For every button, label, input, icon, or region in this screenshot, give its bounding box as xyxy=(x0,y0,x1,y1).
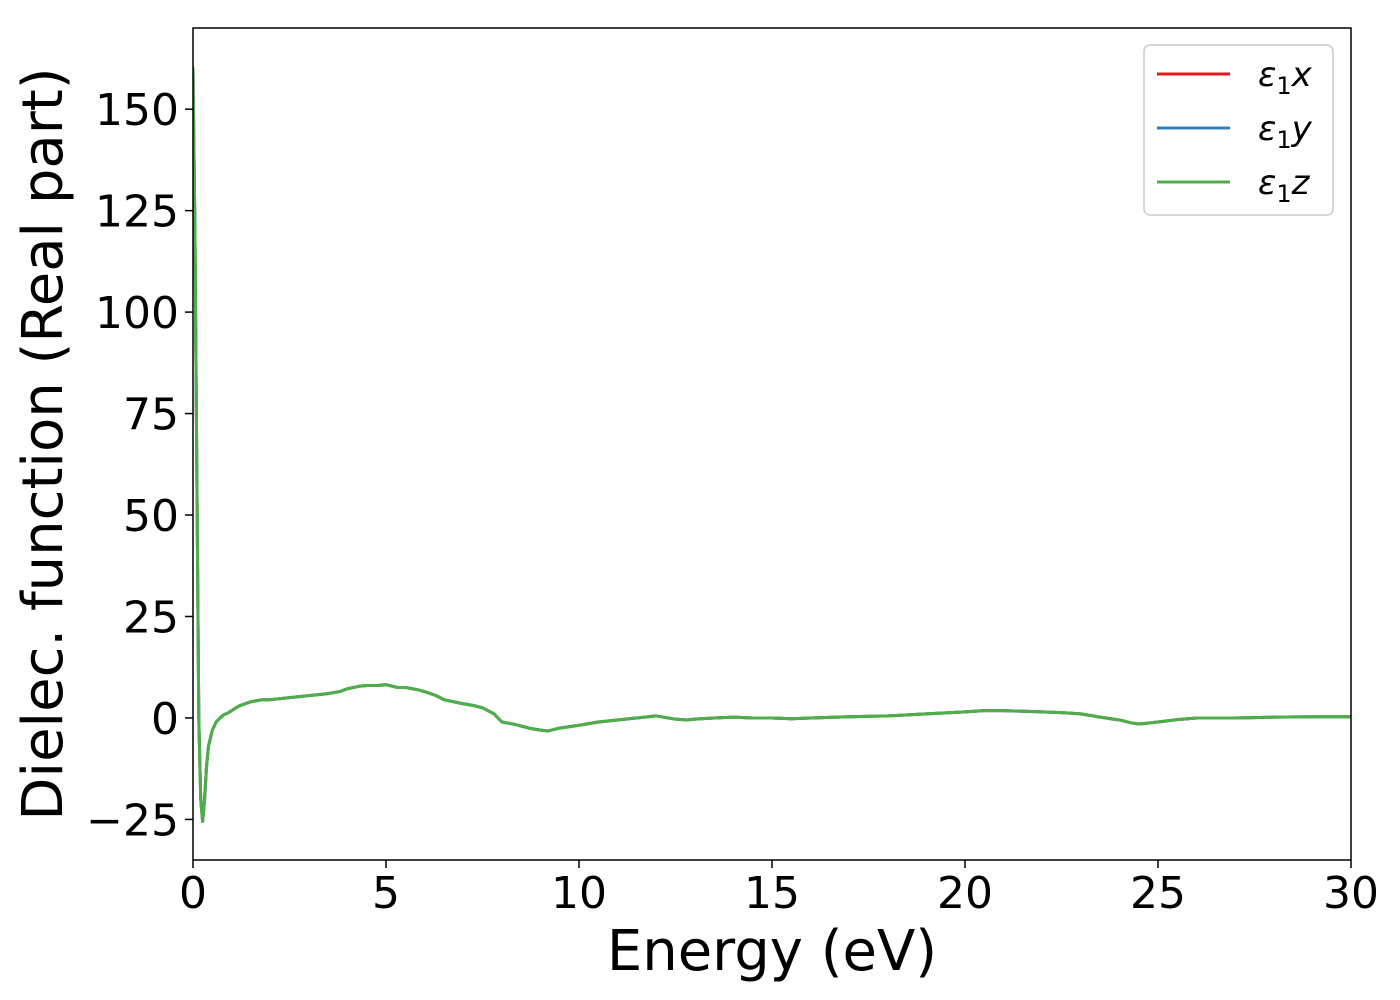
legend-label-symbol: ε xyxy=(1258,109,1276,149)
series-group xyxy=(193,67,1351,823)
x-axis-label: Energy (eV) xyxy=(607,919,937,984)
y-tick-label: 75 xyxy=(123,390,179,441)
legend-label-ε1z: ε1z xyxy=(1258,163,1311,208)
y-tick-label: 150 xyxy=(95,85,179,136)
y-tick-label: 100 xyxy=(95,288,179,339)
y-tick-label: −25 xyxy=(86,795,179,846)
legend-label-ε1y: ε1y xyxy=(1258,109,1313,154)
x-tick-label: 0 xyxy=(179,868,207,919)
x-tick-label: 5 xyxy=(372,868,400,919)
x-tick-label: 25 xyxy=(1130,868,1186,919)
legend-label-subscript: 1 xyxy=(1276,126,1291,154)
y-axis: −25 0 25 50 75 100 125 150 xyxy=(86,85,193,846)
y-tick-label: 125 xyxy=(95,187,179,238)
y-axis-label: Dielec. function (Real part) xyxy=(11,67,76,820)
plot-area xyxy=(193,67,1351,823)
legend-label-subscript: 1 xyxy=(1276,180,1291,208)
y-tick-label: 0 xyxy=(151,694,179,745)
x-tick-label: 30 xyxy=(1323,868,1379,919)
x-axis: 0 5 10 15 20 25 30 xyxy=(179,860,1379,919)
y-tick-label: 50 xyxy=(123,491,179,542)
series-line-ε1z xyxy=(193,67,1351,823)
legend-box xyxy=(1143,44,1334,216)
x-tick-label: 10 xyxy=(551,868,607,919)
x-tick-label: 20 xyxy=(937,868,993,919)
legend-label-axis: x xyxy=(1291,55,1313,95)
legend-label-symbol: ε xyxy=(1258,55,1276,95)
legend-label-axis: z xyxy=(1291,163,1311,203)
legend-label-axis: y xyxy=(1291,109,1313,149)
x-tick-label: 15 xyxy=(744,868,800,919)
legend-label-symbol: ε xyxy=(1258,163,1276,203)
y-tick-label: 25 xyxy=(123,592,179,643)
legend-label-subscript: 1 xyxy=(1276,72,1291,100)
legend-label-ε1x: ε1x xyxy=(1258,55,1313,100)
